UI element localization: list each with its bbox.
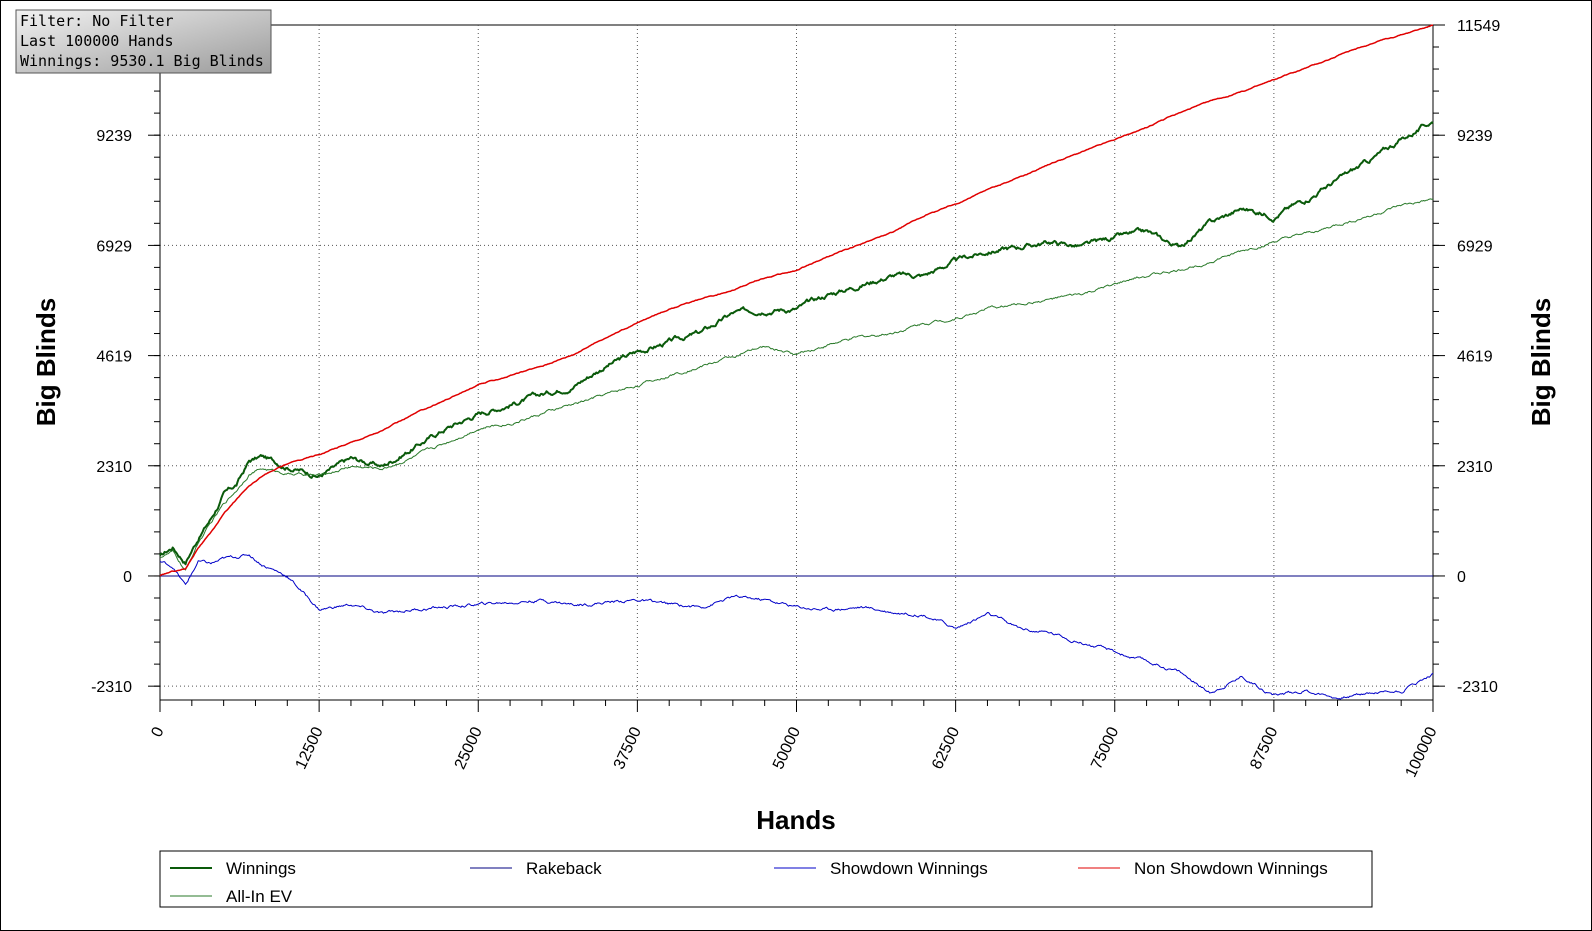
y-tick-label-left: 0 (123, 569, 132, 586)
series-layer (159, 24, 1434, 700)
legend-label: Showdown Winnings (830, 859, 988, 878)
x-tick-label: 75000 (1088, 724, 1122, 772)
legend-box (159, 850, 1373, 908)
x-tick-label: 50000 (770, 724, 804, 772)
series-line-showdown-winnings (159, 553, 1434, 700)
x-tick-label: 12500 (293, 724, 327, 772)
series-line-all-in-ev (159, 198, 1434, 571)
series-line-winnings (159, 121, 1434, 566)
legend-label: Non Showdown Winnings (1134, 859, 1328, 878)
x-axis-title: Hands (756, 805, 835, 835)
legend-label: All-In EV (226, 887, 293, 906)
legend: Winnings Rakeback Showdown Winnings Non Sho… (159, 850, 1373, 908)
x-tick-label: 100000 (1403, 724, 1441, 780)
plot-area (159, 24, 1434, 701)
x-tick-label: 62500 (929, 724, 963, 772)
y-tick-label-left: -2310 (91, 679, 132, 696)
legend-label: Rakeback (526, 859, 602, 878)
info-winnings: Winnings: 9530.1 Big Blinds (20, 52, 264, 70)
x-tick-label: 0 (148, 724, 167, 739)
y-axis-title-right: Big Blinds (1526, 298, 1556, 427)
x-tick-label: 87500 (1247, 724, 1281, 772)
ticks-layer (148, 24, 1445, 712)
x-tick-label: 25000 (452, 724, 486, 772)
y-tick-label-right: 9239 (1457, 128, 1493, 145)
y-tick-label-right: 2310 (1457, 459, 1493, 476)
y-tick-label-right: 11549 (1457, 18, 1500, 35)
y-tick-label-left: 4619 (96, 349, 132, 366)
info-box: Filter: No Filter Last 100000 Hands Winn… (15, 9, 272, 74)
y-tick-label-right: 4619 (1457, 349, 1493, 366)
y-tick-label-left: 2310 (96, 459, 132, 476)
series-line-non-showdown-winnings (159, 24, 1433, 577)
info-hands: Last 100000 Hands (20, 32, 174, 50)
x-tick-label: 37500 (611, 724, 645, 772)
y-tick-label-left: 9239 (96, 128, 132, 145)
y-axis-title-left: Big Blinds (31, 298, 61, 427)
y-tick-label-right: 0 (1457, 569, 1466, 586)
y-tick-label-right: 6929 (1457, 238, 1493, 255)
info-filter: Filter: No Filter (20, 12, 174, 30)
legend-label: Winnings (226, 859, 296, 878)
y-tick-label-right: -2310 (1457, 679, 1498, 696)
y-tick-label-left: 6929 (96, 238, 132, 255)
